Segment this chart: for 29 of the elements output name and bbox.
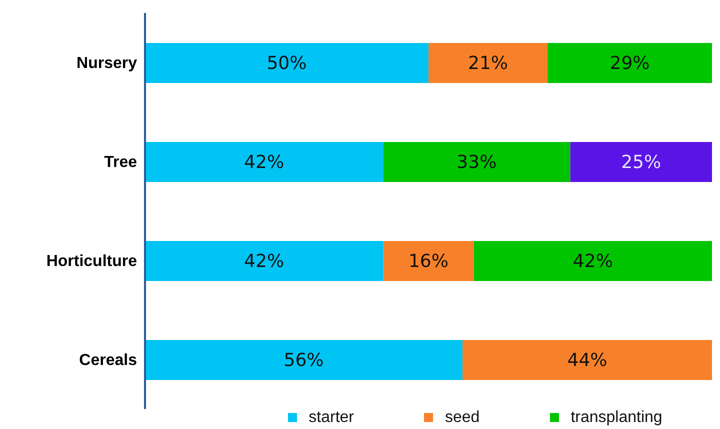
bar [145, 241, 384, 281]
data-label: 50% [266, 53, 307, 74]
y-tick-label: Tree [104, 154, 138, 172]
bar [462, 340, 712, 380]
y-tick-label: Horticulture [46, 253, 138, 270]
data-label: 42% [244, 251, 284, 272]
bar [428, 43, 548, 83]
data-label: 29% [610, 53, 650, 74]
y-tick-label: Cereals [79, 352, 138, 370]
legend-label: transplanting [570, 409, 662, 426]
data-label: 16% [408, 251, 449, 272]
data-label: 56% [284, 350, 324, 371]
bar [570, 142, 712, 182]
bar [383, 142, 570, 182]
data-label: 25% [621, 152, 662, 173]
data-label: 21% [468, 53, 508, 74]
bar [383, 241, 474, 281]
bar [145, 142, 384, 182]
bar [145, 340, 463, 380]
legend-label: starter [308, 409, 354, 426]
data-label: 44% [567, 350, 608, 371]
bar [548, 43, 712, 83]
data-label: 42% [572, 251, 613, 272]
legend-label: seed [445, 409, 480, 426]
y-tick-label: Nursery [76, 55, 138, 72]
data-label: 42% [244, 152, 284, 173]
bar [145, 43, 428, 83]
bar [474, 241, 712, 281]
data-label: 33% [456, 152, 497, 173]
